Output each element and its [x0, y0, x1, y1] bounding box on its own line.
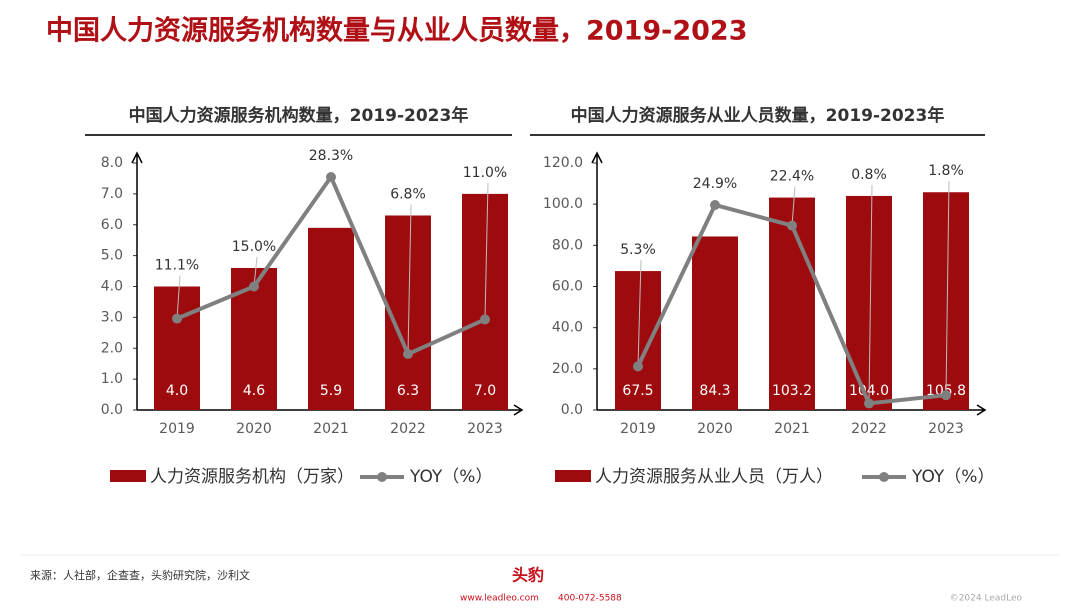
bar-value-label: 84.3 — [699, 383, 730, 399]
y-tick-label: 20.0 — [552, 361, 583, 377]
x-tick-label: 2021 — [313, 421, 349, 437]
y-tick-label: 3.0 — [101, 309, 123, 325]
line-value-label: 15.0% — [232, 239, 276, 255]
bar-value-label: 4.6 — [243, 383, 265, 399]
yoy-point — [864, 398, 874, 409]
bar-value-label: 67.5 — [622, 383, 653, 399]
y-axis — [591, 151, 603, 410]
line-value-label: 28.3% — [309, 148, 353, 164]
source: 来源：人社部，企查查，头豹研究院，沙利文 — [30, 568, 250, 582]
line-value-label: 22.4% — [770, 169, 814, 185]
yoy-point — [403, 349, 413, 360]
y-tick-label: 6.0 — [101, 217, 123, 233]
x-tick-label: 2019 — [159, 421, 195, 437]
y-tick-label: 0.0 — [561, 402, 583, 418]
legend-label: 人力资源服务从业人员（万人） — [595, 467, 833, 487]
yoy-point — [941, 390, 951, 401]
yoy-point — [710, 199, 720, 210]
y-tick-label: 100.0 — [543, 196, 583, 212]
bar-value-label: 7.0 — [474, 383, 496, 399]
x-tick-label: 2022 — [390, 421, 426, 437]
bar — [308, 227, 354, 410]
y-tick-label: 8.0 — [101, 155, 123, 171]
phone: 400-072-5588 — [558, 594, 622, 604]
copyright: ©2024 LeadLeo — [950, 594, 1023, 604]
slide-title: 中国人力资源服务机构数量与从业人员数量，2019-2023 — [46, 16, 748, 47]
y-tick-label: 60.0 — [552, 279, 583, 295]
yoy-point — [326, 171, 336, 182]
leader-line — [791, 186, 796, 226]
leader-line — [176, 275, 181, 319]
line-value-label: 6.8% — [390, 186, 426, 202]
y-tick-label: 2.0 — [101, 340, 123, 356]
leader-line — [868, 184, 873, 404]
legend-marker — [377, 472, 387, 482]
legend-label: YOY（%） — [911, 467, 994, 487]
leader-line — [637, 260, 642, 367]
yoy-point — [480, 314, 490, 325]
y-tick-label: 1.0 — [101, 371, 123, 387]
x-tick-label: 2023 — [467, 421, 503, 437]
chart-title: 中国人力资源服务从业人员数量，2019-2023年 — [571, 105, 945, 126]
legend-marker — [879, 472, 889, 482]
yoy-point — [633, 361, 643, 372]
bar-value-label: 5.9 — [320, 383, 342, 399]
x-tick-label: 2023 — [928, 421, 964, 437]
y-axis — [131, 151, 143, 410]
leader-line — [407, 204, 412, 355]
legend-swatch — [110, 470, 146, 482]
legend-swatch — [555, 470, 591, 482]
y-tick-label: 40.0 — [552, 320, 583, 336]
logo: 头豹 — [512, 566, 544, 585]
legend-label: YOY（%） — [409, 467, 492, 487]
x-tick-label: 2022 — [851, 421, 887, 437]
bar-value-label: 103.2 — [772, 383, 812, 399]
line-value-label: 0.8% — [851, 167, 887, 183]
bar — [769, 197, 815, 410]
leader-line — [945, 181, 950, 396]
bar — [615, 271, 661, 410]
x-tick-label: 2021 — [774, 421, 810, 437]
yoy-point — [172, 313, 182, 324]
yoy-point — [787, 220, 797, 231]
x-tick-label: 2020 — [697, 421, 733, 437]
bar — [154, 286, 200, 410]
bar-value-label: 4.0 — [166, 383, 188, 399]
x-tick-label: 2019 — [620, 421, 656, 437]
line-value-label: 1.8% — [928, 163, 964, 179]
y-tick-label: 7.0 — [101, 186, 123, 202]
y-tick-label: 80.0 — [552, 237, 583, 253]
bar-value-label: 6.3 — [397, 383, 419, 399]
legend-label: 人力资源服务机构（万家） — [150, 467, 354, 487]
yoy-point — [249, 281, 259, 292]
y-tick-label: 0.0 — [101, 402, 123, 418]
line-value-label: 11.0% — [463, 165, 507, 181]
bar — [385, 215, 431, 410]
x-tick-label: 2020 — [236, 421, 272, 437]
chart-title: 中国人力资源服务机构数量，2019-2023年 — [129, 105, 469, 126]
line-value-label: 11.1% — [155, 258, 199, 274]
line-value-label: 24.9% — [693, 176, 737, 192]
y-tick-label: 5.0 — [101, 248, 123, 264]
website: www.leadleo.com — [460, 594, 539, 604]
leader-line — [484, 182, 489, 320]
bar — [692, 236, 738, 410]
y-tick-label: 120.0 — [543, 155, 583, 171]
y-tick-label: 4.0 — [101, 279, 123, 295]
line-value-label: 5.3% — [620, 242, 656, 258]
